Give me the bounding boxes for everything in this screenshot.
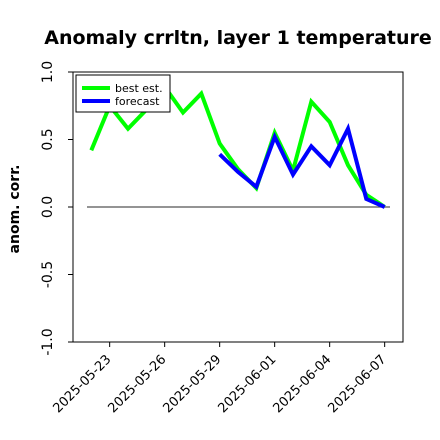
- y-tick-label: -0.5: [40, 261, 56, 288]
- x-tick-label: 2025-06-07: [325, 352, 389, 416]
- x-tick-label: 2025-05-29: [160, 352, 224, 416]
- x-tick-label: 2025-05-26: [105, 352, 169, 416]
- legend: best est.forecast: [75, 74, 171, 113]
- y-tick-label: 1.0: [40, 61, 56, 83]
- y-tick-label: 0.5: [40, 128, 56, 150]
- legend-box: [75, 74, 171, 113]
- legend-label-2: forecast: [115, 95, 160, 108]
- y-tick-label: 0.0: [40, 196, 56, 218]
- chart-title: Anomaly crrltn, layer 1 temperature: [44, 27, 432, 49]
- legend-label-1: best est.: [115, 82, 163, 95]
- x-tick-label: 2025-06-04: [270, 352, 334, 416]
- x-tick-label: 2025-06-01: [215, 352, 279, 416]
- y-tick-label: -1.0: [40, 328, 56, 355]
- y-axis-label: anom. corr.: [7, 165, 23, 254]
- x-tick-label: 2025-05-23: [50, 352, 114, 416]
- plot-area: -1.0-0.50.00.51.02025-05-232025-05-26202…: [40, 61, 404, 416]
- series-line-2: [218, 123, 386, 209]
